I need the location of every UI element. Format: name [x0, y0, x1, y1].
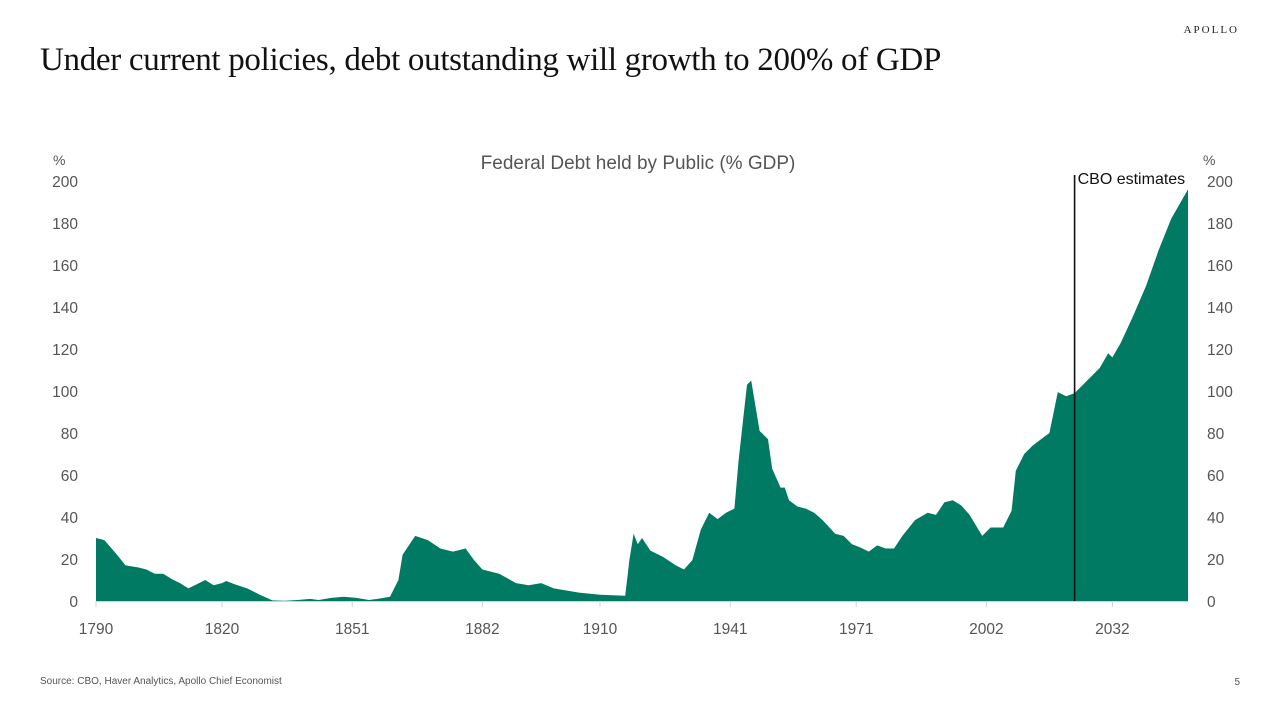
y-tick-label-right: 0: [1207, 594, 1216, 611]
y-axis-unit-left: %: [53, 152, 65, 168]
x-tick-label: 1971: [839, 621, 873, 638]
annotation-layer: CBO estimates: [1073, 171, 1186, 601]
y-axis-right: 0 20 40 60 80 100 120 140 160 180 200: [1207, 174, 1233, 611]
y-tick-label-right: 60: [1207, 468, 1225, 485]
y-tick-label-left: 120: [52, 342, 78, 359]
slide-title: Under current policies, debt outstanding…: [40, 42, 942, 78]
debt-area: [96, 189, 1188, 601]
y-axis-left: 0 20 40 60 80 100 120 140 160 180 200: [52, 174, 78, 611]
y-tick-label-right: 160: [1207, 258, 1233, 275]
page-number: 5: [1234, 677, 1240, 688]
y-tick-label-right: 140: [1207, 300, 1233, 317]
y-tick-label-right: 80: [1207, 426, 1225, 443]
apollo-logo: APOLLO: [1183, 24, 1239, 36]
y-tick-label-left: 60: [61, 468, 79, 485]
y-axis-unit-right: %: [1203, 152, 1215, 168]
y-tick-label-right: 20: [1207, 552, 1225, 569]
y-tick-label-right: 120: [1207, 342, 1233, 359]
y-tick-label-left: 0: [69, 594, 78, 611]
y-tick-label-right: 200: [1207, 174, 1233, 191]
y-tick-label-right: 100: [1207, 384, 1233, 401]
x-tick-label: 2002: [969, 621, 1003, 638]
y-tick-label-left: 160: [52, 258, 78, 275]
y-tick-label-left: 200: [52, 174, 78, 191]
area-layer: [96, 189, 1188, 601]
x-tick-label: 1941: [713, 621, 747, 638]
source-note: Source: CBO, Haver Analytics, Apollo Chi…: [40, 676, 282, 687]
x-tick-label: 1882: [465, 621, 499, 638]
y-tick-label-left: 40: [61, 510, 79, 527]
y-tick-label-right: 180: [1207, 216, 1233, 233]
y-tick-label-left: 80: [61, 426, 79, 443]
y-tick-label-left: 100: [52, 384, 78, 401]
y-tick-label-left: 140: [52, 300, 78, 317]
chart-title: Federal Debt held by Public (% GDP): [481, 153, 796, 174]
y-tick-label-left: 20: [61, 552, 79, 569]
cbo-estimates-label: CBO estimates: [1078, 171, 1186, 188]
x-tick-label: 1910: [583, 621, 618, 638]
y-tick-label-left: 180: [52, 216, 78, 233]
x-tick-label: 1851: [335, 621, 369, 638]
x-axis: 1790 1820 1851 1882 1910 1941 1971 2002 2032: [79, 601, 1188, 638]
y-tick-label-right: 40: [1207, 510, 1225, 527]
x-tick-label: 1790: [79, 621, 114, 638]
x-tick-label: 1820: [205, 621, 240, 638]
x-tick-label: 2032: [1095, 621, 1129, 638]
